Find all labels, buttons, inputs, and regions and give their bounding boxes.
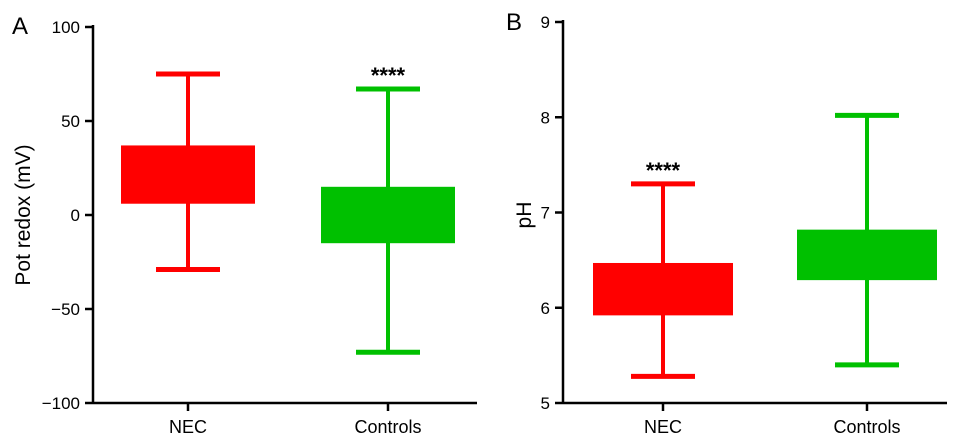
y-tick-label: 7 [541, 204, 550, 223]
panel-letter: B [506, 9, 522, 36]
y-tick-label: 8 [541, 108, 550, 127]
y-tick-label: 6 [541, 299, 550, 318]
y-axis-label: Pot redox (mV) [12, 144, 35, 285]
y-tick-label: −50 [51, 300, 80, 319]
significance-marker: **** [371, 63, 406, 88]
x-category-label: NEC [644, 417, 682, 437]
y-tick-label: 100 [52, 18, 80, 37]
significance-marker: **** [646, 158, 681, 183]
x-category-label: NEC [169, 417, 207, 437]
y-tick-label: 0 [71, 206, 80, 225]
panel-letter: A [12, 13, 28, 40]
y-axis-label: pH [513, 202, 536, 229]
x-category-label: Controls [833, 417, 900, 437]
y-tick-label: −100 [42, 394, 80, 413]
y-tick-label: 9 [541, 13, 550, 32]
y-tick-label: 50 [61, 112, 80, 131]
y-tick-label: 5 [541, 394, 550, 413]
box-nec [593, 262, 733, 316]
box-controls [321, 186, 455, 244]
box-controls [797, 229, 937, 281]
box-nec [121, 145, 255, 204]
x-category-label: Controls [354, 417, 421, 437]
